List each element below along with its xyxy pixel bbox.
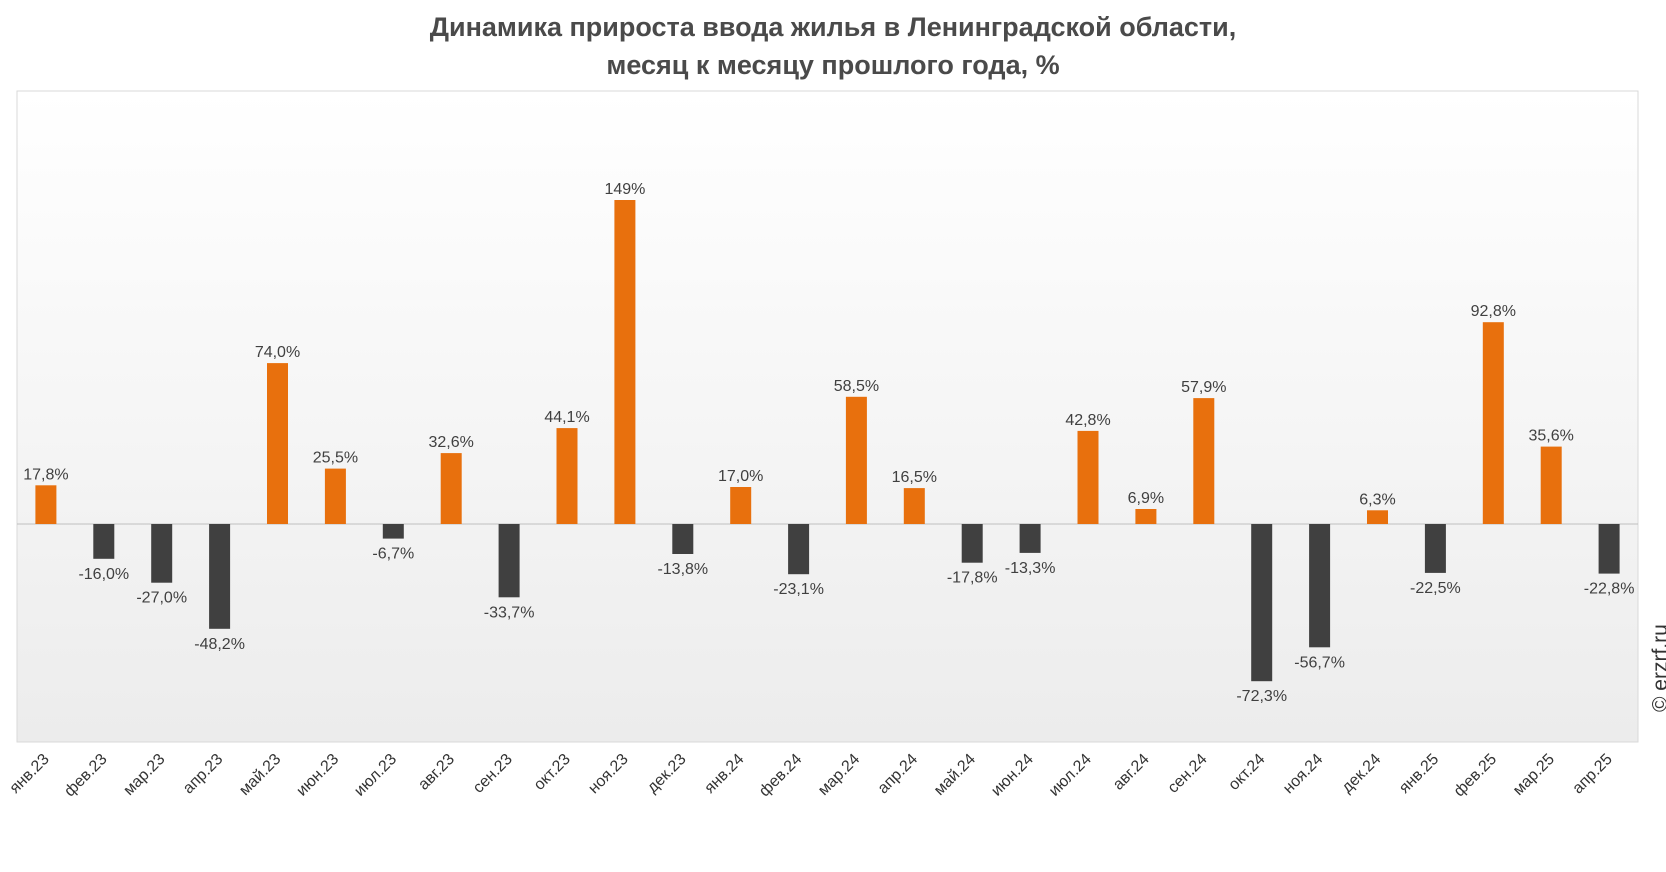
bar-мар.24 bbox=[845, 396, 867, 524]
bar-фев.24 bbox=[788, 524, 810, 575]
bar-дек.23 bbox=[672, 524, 694, 554]
x-tick-label-фев.24: фев.24 bbox=[756, 751, 805, 800]
x-tick-label-фев.23: фев.23 bbox=[61, 751, 110, 800]
data-label-янв.25: -22,5% bbox=[1410, 580, 1461, 597]
x-tick-label-ноя.24: ноя.24 bbox=[1280, 751, 1326, 797]
x-tick-label-янв.24: янв.24 bbox=[701, 751, 747, 797]
data-label-фев.23: -16,0% bbox=[78, 566, 129, 583]
bar-май.24 bbox=[961, 524, 983, 563]
x-tick-label-авг.23: авг.23 bbox=[415, 751, 458, 794]
x-tick-label-мар.25: мар.25 bbox=[1510, 751, 1558, 799]
bar-дек.24 bbox=[1367, 510, 1388, 524]
x-tick-label-мар.24: мар.24 bbox=[815, 751, 863, 799]
data-label-янв.23: 17,8% bbox=[23, 466, 68, 483]
watermark: © erzrf.ru bbox=[1649, 624, 1666, 712]
bar-апр.25 bbox=[1598, 524, 1620, 574]
data-label-апр.23: -48,2% bbox=[194, 636, 245, 653]
bar-янв.24 bbox=[730, 487, 752, 524]
x-tick-label-май.23: май.23 bbox=[236, 751, 284, 799]
data-label-окт.23: 44,1% bbox=[544, 409, 589, 426]
bar-май.23 bbox=[267, 363, 288, 524]
bar-фев.23 bbox=[93, 524, 115, 559]
x-tick-label-май.24: май.24 bbox=[931, 751, 979, 799]
bar-июл.23 bbox=[382, 524, 404, 539]
x-tick-label-фев.25: фев.25 bbox=[1451, 751, 1500, 800]
data-label-апр.24: 16,5% bbox=[892, 469, 937, 486]
data-label-мар.25: 35,6% bbox=[1529, 428, 1574, 445]
data-label-июл.23: -6,7% bbox=[372, 546, 414, 563]
x-tick-label-июл.23: июл.23 bbox=[351, 751, 400, 800]
data-label-ноя.24: -56,7% bbox=[1294, 654, 1345, 671]
x-tick-label-окт.24: окт.24 bbox=[1225, 751, 1268, 794]
bar-июн.23 bbox=[324, 468, 346, 524]
x-tick-label-июн.23: июн.23 bbox=[293, 751, 342, 800]
x-tick-label-сен.24: сен.24 bbox=[1165, 751, 1211, 797]
data-label-окт.24: -72,3% bbox=[1236, 688, 1287, 705]
x-tick-label-апр.24: апр.24 bbox=[875, 751, 922, 798]
data-label-мар.24: 58,5% bbox=[834, 378, 879, 395]
data-label-янв.24: 17,0% bbox=[718, 468, 763, 485]
data-label-фев.25: 92,8% bbox=[1471, 303, 1516, 320]
bar-янв.25 bbox=[1424, 524, 1446, 573]
x-tick-label-апр.23: апр.23 bbox=[180, 751, 227, 798]
data-label-фев.24: -23,1% bbox=[773, 581, 824, 598]
data-label-мар.23: -27,0% bbox=[136, 590, 187, 607]
bar-мар.25 bbox=[1540, 446, 1562, 524]
bar-ноя.24 bbox=[1309, 524, 1331, 648]
x-tick-label-мар.23: мар.23 bbox=[120, 751, 168, 799]
chart-title: Динамика прироста ввода жилья в Ленингра… bbox=[0, 8, 1666, 84]
x-tick-label-дек.24: дек.24 bbox=[1339, 751, 1385, 797]
bar-фев.25 bbox=[1482, 322, 1504, 524]
bar-июл.24 bbox=[1077, 430, 1099, 524]
data-label-июл.24: 42,8% bbox=[1065, 412, 1110, 429]
chart-title-line-2: месяц к месяцу прошлого года, % bbox=[606, 50, 1060, 80]
x-tick-label-окт.23: окт.23 bbox=[531, 751, 574, 794]
data-label-ноя.23: 149% bbox=[604, 181, 645, 198]
x-tick-label-дек.23: дек.23 bbox=[644, 751, 690, 797]
data-label-дек.23: -13,8% bbox=[657, 561, 708, 578]
data-label-май.23: 74,0% bbox=[255, 344, 300, 361]
x-tick-label-янв.23: янв.23 bbox=[7, 751, 53, 797]
data-label-апр.25: -22,8% bbox=[1584, 581, 1635, 598]
x-tick-label-июн.24: июн.24 bbox=[988, 751, 1037, 800]
plot-area bbox=[16, 90, 1639, 743]
bar-ноя.23 bbox=[614, 200, 636, 524]
x-tick-label-сен.23: сен.23 bbox=[470, 751, 516, 797]
data-label-июн.24: -13,3% bbox=[1005, 560, 1056, 577]
x-tick-label-янв.25: янв.25 bbox=[1396, 751, 1442, 797]
bar-сен.24 bbox=[1193, 398, 1215, 524]
bar-авг.24 bbox=[1135, 509, 1157, 524]
x-tick-label-авг.24: авг.24 bbox=[1110, 751, 1153, 794]
data-label-дек.24: 6,3% bbox=[1359, 491, 1395, 508]
data-label-авг.23: 32,6% bbox=[429, 434, 474, 451]
data-label-сен.23: -33,7% bbox=[484, 604, 535, 621]
bar-апр.23 bbox=[209, 524, 231, 629]
data-label-май.24: -17,8% bbox=[947, 570, 998, 587]
bar-окт.23 bbox=[556, 428, 578, 524]
data-label-июн.23: 25,5% bbox=[313, 450, 358, 467]
bar-июн.24 bbox=[1019, 524, 1041, 553]
chart-title-line-1: Динамика прироста ввода жилья в Ленингра… bbox=[429, 12, 1237, 42]
bar-апр.24 bbox=[903, 488, 925, 524]
bar-сен.23 bbox=[498, 524, 520, 598]
data-label-сен.24: 57,9% bbox=[1181, 379, 1226, 396]
data-label-авг.24: 6,9% bbox=[1128, 490, 1164, 507]
bar-янв.23 bbox=[35, 485, 57, 524]
bar-авг.23 bbox=[440, 453, 462, 524]
x-tick-label-апр.25: апр.25 bbox=[1569, 751, 1616, 798]
bar-мар.23 bbox=[151, 524, 173, 583]
x-tick-label-ноя.23: ноя.23 bbox=[585, 751, 631, 797]
bar-окт.24 bbox=[1251, 524, 1273, 682]
x-tick-label-июл.24: июл.24 bbox=[1046, 751, 1095, 800]
